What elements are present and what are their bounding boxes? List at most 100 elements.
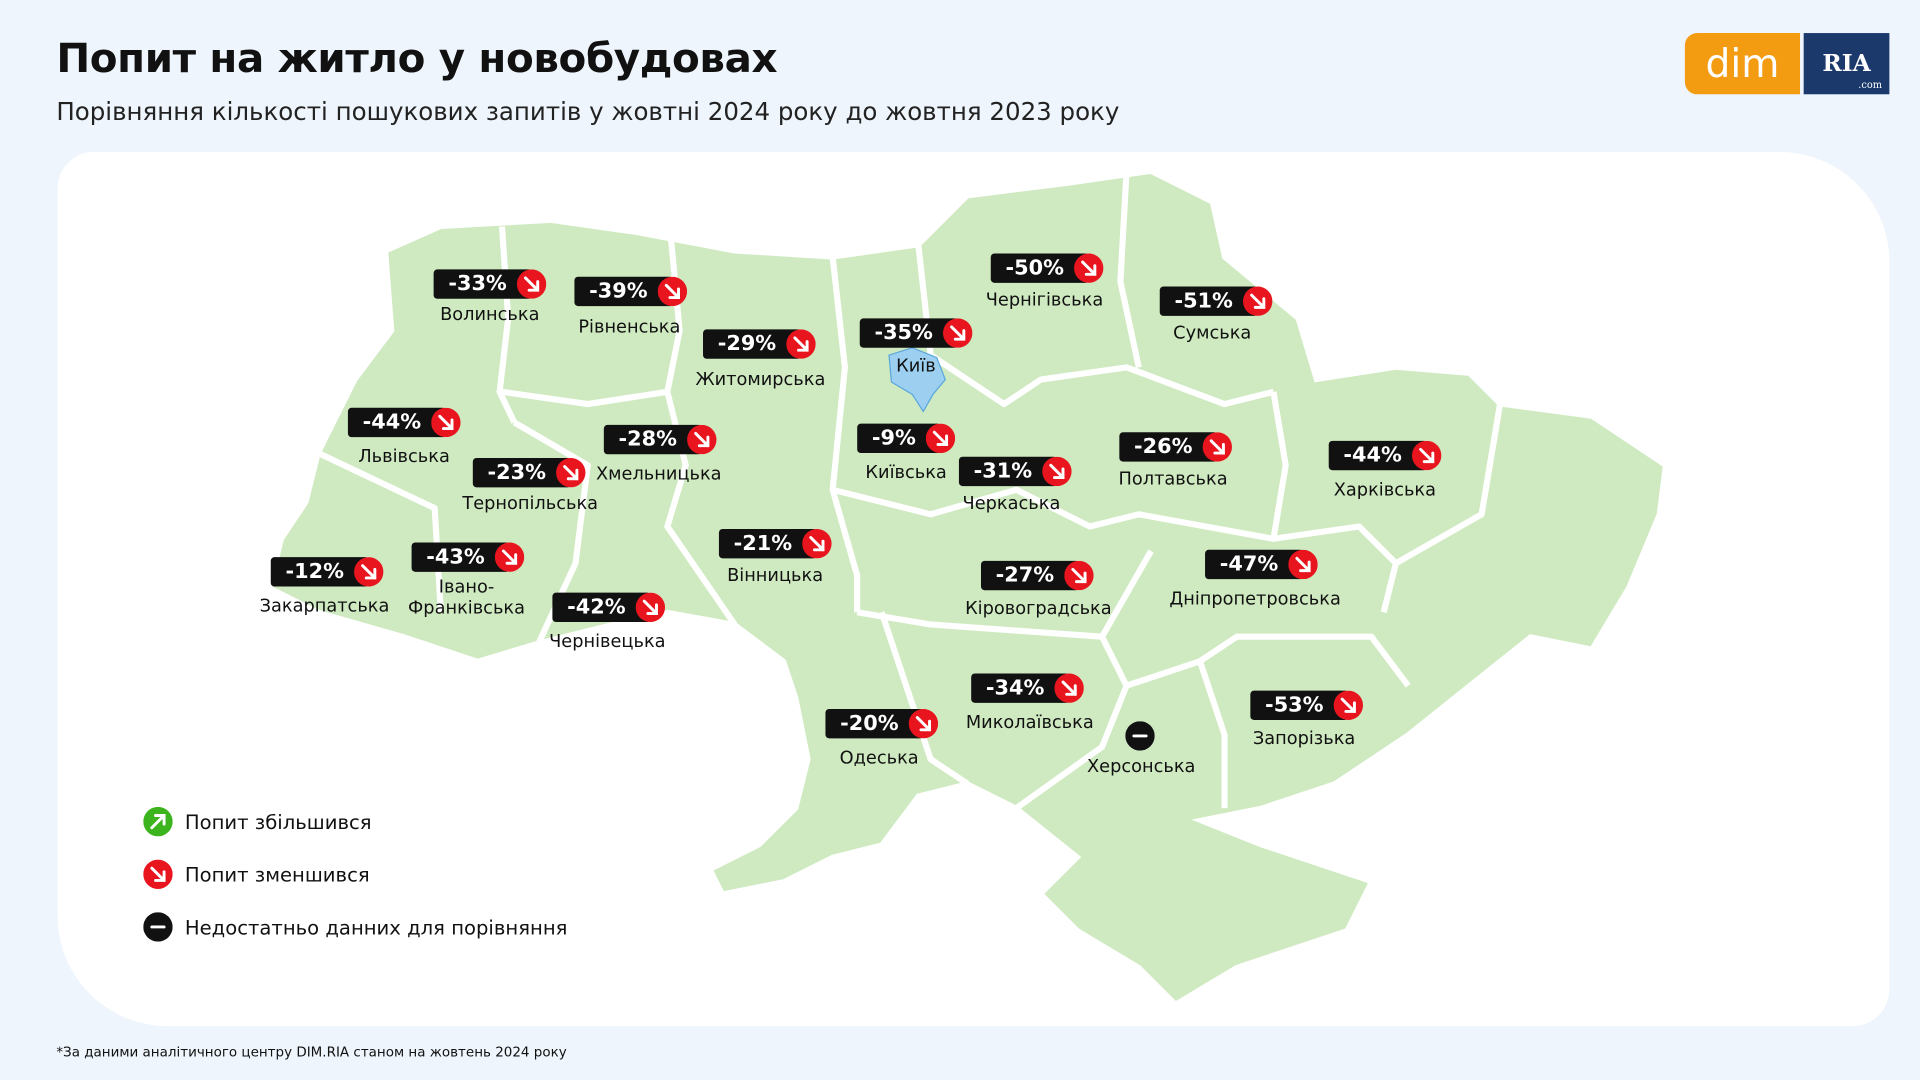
region-badge: -9%	[857, 423, 956, 454]
status-icon	[353, 557, 384, 587]
region-name: Житомирська	[695, 370, 826, 390]
region-name: Закарпатська	[259, 596, 390, 617]
status-icon	[1041, 456, 1072, 487]
change-label: -39%	[574, 276, 670, 307]
border	[856, 549, 1154, 640]
region-badge: -33%	[433, 269, 546, 299]
region-badge: -23%	[472, 457, 586, 488]
region-badge: -27%	[980, 560, 1094, 591]
border	[1270, 391, 1289, 540]
status-icon	[1054, 673, 1084, 703]
region-badge: -21%	[718, 528, 832, 559]
title: Попит на житло у новобудовах	[56, 34, 778, 83]
status-icon	[494, 542, 524, 572]
change-label: -43%	[411, 542, 507, 572]
region-name: Херсонська	[1087, 757, 1196, 777]
logo-ria[interactable]: RIA .com	[1803, 33, 1890, 95]
region-badge: -34%	[971, 673, 1084, 703]
region-badge: -26%	[1119, 432, 1232, 462]
border	[1117, 171, 1142, 368]
region-badge: -35%	[859, 318, 973, 348]
logo-text: RIA	[1822, 50, 1871, 78]
change-label: -51%	[1159, 286, 1255, 316]
region-name: Чернігівська	[985, 290, 1104, 311]
change-label: -27%	[980, 560, 1077, 591]
change-label: -9%	[857, 423, 938, 454]
region-name: Чернівецька	[549, 632, 666, 653]
legend-label: Недостатньо данних для порівняння	[184, 915, 568, 939]
country-shape	[266, 168, 1668, 1008]
region-badge: -44%	[347, 407, 461, 438]
border	[317, 450, 444, 613]
change-label: -44%	[1328, 440, 1424, 471]
border	[1394, 403, 1504, 566]
change-label: -35%	[859, 318, 955, 348]
region-name: Київська	[865, 463, 947, 484]
region-badge: -44%	[1328, 440, 1442, 471]
logo-text: dim	[1705, 40, 1780, 87]
region-badge: -53%	[1250, 690, 1363, 720]
change-label: -53%	[1250, 690, 1346, 720]
logo-domain: .com	[1858, 79, 1883, 91]
region-name: Івано-Франківська	[408, 577, 526, 619]
region-name: Рівненська	[578, 317, 681, 338]
status-icon	[686, 424, 717, 455]
status-icon	[430, 407, 461, 438]
region-name: Тернопільська	[462, 494, 599, 514]
status-icon	[1063, 560, 1094, 591]
status-icon	[635, 592, 665, 623]
region-name: Волинська	[440, 305, 540, 326]
change-label: -20%	[825, 708, 921, 739]
region-badge: -51%	[1159, 286, 1273, 316]
region-name: Дніпропетровська	[1169, 589, 1341, 610]
region-name: Вінницька	[727, 566, 824, 586]
change-label: -47%	[1205, 549, 1301, 580]
region-name: Полтавська	[1118, 469, 1228, 490]
status-icon	[516, 269, 546, 299]
region-badge	[1125, 721, 1155, 751]
region-badge: -12%	[270, 557, 384, 587]
status-icon	[925, 423, 956, 454]
region-name: Одеська	[839, 748, 919, 769]
change-label: -23%	[472, 457, 569, 488]
region-badge: -39%	[574, 276, 687, 307]
border	[831, 486, 1399, 613]
region-name: Харківська	[1333, 480, 1437, 501]
status-icon	[657, 276, 687, 307]
status-icon	[1125, 721, 1155, 751]
status-icon	[1411, 440, 1442, 471]
status-icon	[1202, 432, 1232, 462]
status-icon	[1242, 286, 1273, 316]
region-badge: -29%	[703, 329, 816, 359]
logo-dim[interactable]: dim	[1684, 33, 1800, 95]
status-icon	[555, 457, 586, 488]
status-icon	[942, 318, 973, 348]
status-icon	[801, 528, 832, 559]
change-label: -31%	[958, 456, 1055, 487]
status-icon	[785, 329, 816, 359]
kyiv-city	[888, 347, 947, 413]
region-badge: -43%	[411, 542, 524, 572]
legend-label: Попит збільшився	[184, 810, 372, 834]
status-icon	[1073, 253, 1104, 283]
status-icon	[143, 912, 173, 942]
region-name: Хмельницька	[595, 464, 722, 485]
region-name: Київ	[896, 356, 936, 377]
status-icon	[1288, 549, 1318, 580]
region-badge: -31%	[958, 456, 1072, 487]
change-label: -33%	[433, 269, 529, 299]
border	[1197, 660, 1228, 809]
legend-item: Попит зменшився	[143, 859, 370, 889]
change-label: -29%	[703, 329, 799, 359]
change-label: -12%	[270, 557, 366, 587]
border	[1099, 633, 1411, 689]
change-label: -28%	[603, 424, 700, 455]
change-label: -50%	[990, 253, 1086, 283]
footnote: *За даними аналітичного центру DIM.RIA с…	[56, 1044, 567, 1061]
region-name: Львівська	[358, 447, 450, 468]
region-name: Сумська	[1173, 323, 1252, 344]
change-label: -34%	[971, 673, 1067, 703]
